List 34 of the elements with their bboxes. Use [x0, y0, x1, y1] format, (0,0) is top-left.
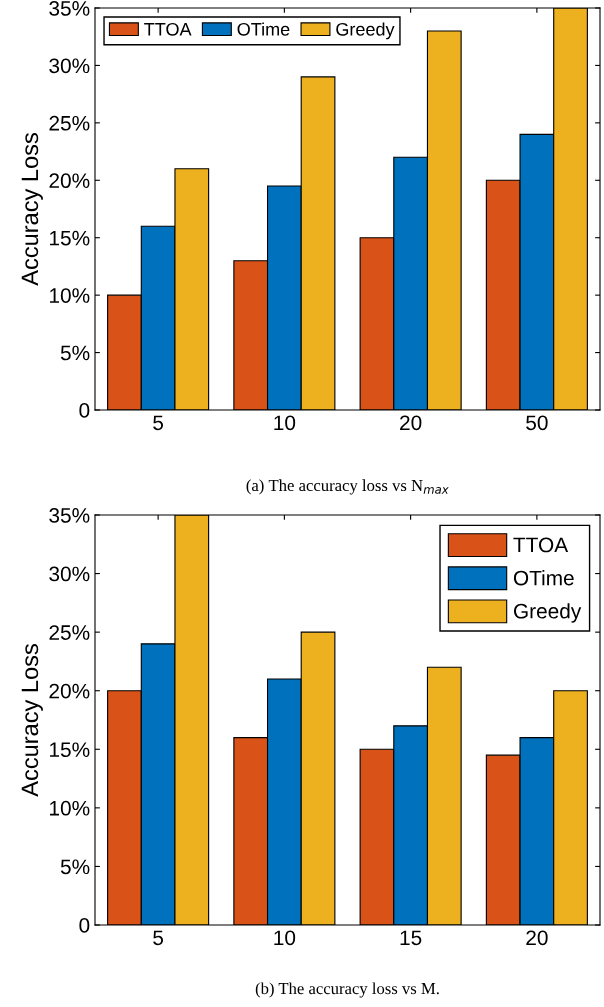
text: (a) The accuracy loss vs N$_{max}$	[246, 479, 449, 495]
legend-label: Greedy	[513, 603, 582, 623]
y-tick-label: 30%	[49, 58, 90, 74]
x-tick-label: 15	[400, 930, 422, 946]
y-axis-title: Accuracy Loss	[21, 644, 43, 797]
legend-label: Greedy	[336, 22, 395, 40]
x-tick-label: 20	[400, 415, 422, 431]
text: (b) The accuracy loss vs M.	[255, 982, 439, 998]
y-tick-label: 35%	[49, 1, 90, 16]
y-tick-label: 10%	[50, 288, 90, 303]
legend-label: TTOA	[513, 537, 569, 553]
y-tick-label: 15%	[50, 230, 90, 246]
x-tick-label: 50	[526, 415, 548, 431]
y-tick-label: 20%	[49, 683, 90, 699]
x-tick-label: 10	[274, 415, 296, 431]
x-tick-label: 5	[153, 930, 164, 946]
x-tick-label: 20	[526, 930, 548, 946]
y-tick-label: 5%	[60, 859, 90, 875]
y-tick-label: 10%	[50, 800, 90, 816]
y-tick-label: 0	[79, 403, 90, 418]
y-tick-label: 0	[79, 918, 90, 933]
y-tick-label: 25%	[49, 625, 90, 640]
x-tick-label: 10	[274, 930, 296, 946]
legend-label: TTOA	[144, 22, 192, 36]
y-tick-label: 20%	[49, 173, 90, 189]
y-tick-label: 25%	[49, 115, 90, 131]
legend-label: OTime	[513, 570, 574, 586]
legend-label: OTime	[237, 22, 290, 36]
y-axis-title: Accuracy Loss	[21, 133, 43, 286]
y-tick-label: 15%	[50, 742, 90, 758]
y-tick-label: 35%	[49, 508, 90, 523]
y-tick-label: 30%	[49, 566, 90, 582]
y-tick-label: 5%	[60, 345, 90, 361]
x-tick-label: 5	[153, 415, 164, 431]
